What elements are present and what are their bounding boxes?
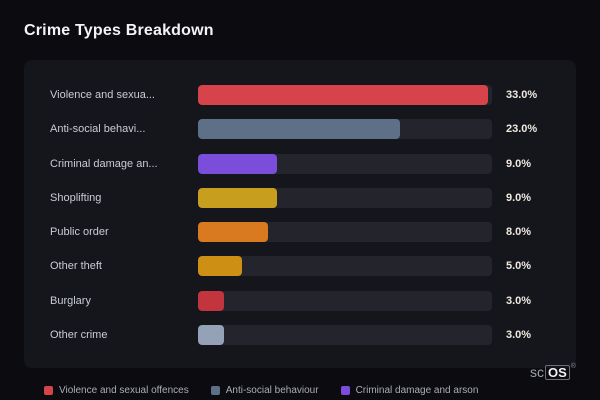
- category-label: Other crime: [50, 328, 108, 341]
- category-label: Anti-social behavi...: [50, 123, 146, 136]
- value-label: 9.0%: [506, 157, 532, 170]
- bar-track: [198, 119, 492, 140]
- value-label: 23.0%: [506, 123, 538, 136]
- bar-track: [198, 153, 492, 174]
- category-label: Other theft: [50, 260, 102, 273]
- legend-label: Violence and sexual offences: [59, 385, 189, 396]
- legend-item: Violence and sexual offences: [44, 385, 189, 396]
- category-label: Violence and sexua...: [50, 89, 155, 102]
- value-label: 33.0%: [506, 89, 538, 102]
- legend-label: Criminal damage and arson: [355, 385, 479, 396]
- brand-prefix: sc: [530, 364, 545, 380]
- value-label: 5.0%: [506, 260, 532, 273]
- bar-track: [198, 290, 492, 311]
- brand-boxed: OS: [545, 365, 570, 380]
- bar: [198, 187, 277, 208]
- chart-card: Violence and sexua... 33.0% Anti-social be…: [24, 60, 576, 368]
- bar: [198, 85, 488, 106]
- bar-row: Anti-social behavi... 23.0%: [50, 114, 550, 144]
- brand-logo: sc OS ®: [530, 363, 576, 380]
- category-label: Shoplifting: [50, 191, 102, 204]
- value-label: 9.0%: [506, 191, 532, 204]
- bar-track: [198, 256, 492, 277]
- value-label: 3.0%: [506, 328, 532, 341]
- bar: [198, 119, 400, 140]
- bar-row: Criminal damage an... 9.0%: [50, 149, 550, 179]
- bar-track: [198, 85, 492, 106]
- bar: [198, 290, 225, 311]
- legend-swatch-icon: [210, 386, 220, 395]
- bar: [198, 153, 277, 174]
- category-label: Burglary: [50, 294, 91, 307]
- bar-track: [198, 187, 492, 208]
- bar-row: Burglary 3.0%: [50, 286, 550, 316]
- registered-mark: ®: [570, 363, 576, 370]
- bar-row: Violence and sexua... 33.0%: [50, 80, 550, 110]
- category-label: Criminal damage an...: [50, 157, 158, 170]
- bar-track: [198, 222, 492, 243]
- value-label: 8.0%: [506, 226, 532, 239]
- legend-swatch-icon: [44, 386, 53, 395]
- bar: [198, 324, 225, 345]
- bar-track: [198, 324, 492, 345]
- category-label: Public order: [50, 226, 109, 239]
- chart-legend: Violence and sexual offences Anti-social …: [44, 385, 478, 396]
- bar-row: Other crime 3.0%: [50, 320, 550, 350]
- bar-row: Other theft 5.0%: [50, 251, 550, 281]
- legend-label: Anti-social behaviour: [225, 385, 319, 396]
- bar: [198, 222, 269, 243]
- legend-item: Anti-social behaviour: [210, 385, 319, 396]
- bar-row: Shoplifting 9.0%: [50, 183, 550, 213]
- legend-swatch-icon: [340, 386, 350, 395]
- bar-row: Public order 8.0%: [50, 217, 550, 247]
- legend-item: Criminal damage and arson: [340, 385, 479, 396]
- bar: [198, 256, 242, 277]
- page-title: Crime Types Breakdown: [24, 22, 214, 39]
- value-label: 3.0%: [506, 294, 532, 307]
